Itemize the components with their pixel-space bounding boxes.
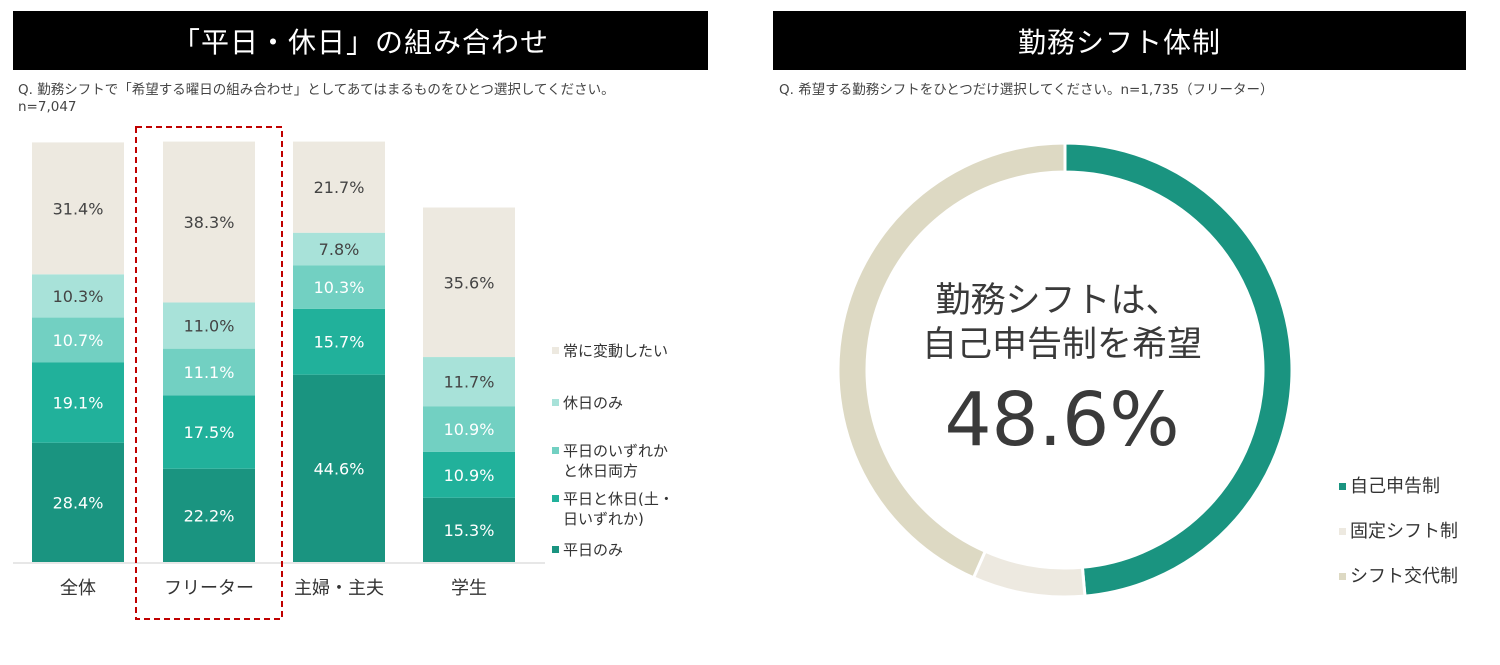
bar-data-label: 22.2% <box>184 506 235 525</box>
donut-center-line1: 勤務シフトは、 <box>935 281 1180 321</box>
stacked-bar-chart: 28.4% 19.1% 10.7% 10.3% 31.4% 全体 22.2% 17.5% 11.… <box>13 126 674 620</box>
bar-data-label: 17.5% <box>184 423 235 442</box>
bar-segment <box>32 274 124 318</box>
bar-segment <box>423 451 515 498</box>
bar-data-label: 11.1% <box>184 363 235 382</box>
category-tick-label: 学生 <box>451 578 487 599</box>
legend-swatch <box>1339 483 1346 490</box>
bar-data-label: 44.6% <box>314 459 365 478</box>
bar-data-label: 11.7% <box>444 373 495 392</box>
bar-data-label: 28.4% <box>53 493 104 512</box>
bar-data-label: 15.7% <box>314 333 365 352</box>
bar-segment <box>163 302 255 349</box>
legend-label: 日いずれか) <box>563 510 644 528</box>
legend-swatch <box>552 447 559 454</box>
bar-segment <box>293 141 385 233</box>
bar-data-label: 21.7% <box>314 178 365 197</box>
left-sample-size: n=7,047 <box>18 99 77 115</box>
bar-segment <box>32 442 124 562</box>
bar-segment <box>423 497 515 562</box>
bar-data-label: 10.9% <box>444 420 495 439</box>
legend-swatch <box>552 495 559 502</box>
bar-segment <box>293 374 385 562</box>
legend-label: 平日と休日(土・ <box>563 490 674 508</box>
right-chart-title: 勤務シフト体制 <box>773 11 1466 70</box>
legend-swatch <box>1339 573 1346 580</box>
right-question-text: Q. 希望する勤務シフトをひとつだけ選択してください。n=1,735（フリーター… <box>779 82 1274 98</box>
legend-label: と休日両方 <box>563 462 638 480</box>
bar-data-label: 10.3% <box>53 287 104 306</box>
bar-data-label: 7.8% <box>319 240 360 259</box>
bar-segment <box>32 317 124 363</box>
bar-segment <box>293 232 385 266</box>
bar-segment <box>163 395 255 469</box>
bar-segment <box>423 357 515 407</box>
donut-center-line2: 自己申告制を希望 <box>922 325 1202 365</box>
legend-swatch <box>552 399 559 406</box>
donut-slice <box>836 141 1067 580</box>
bar-segment <box>32 142 124 275</box>
bar-data-label: 10.7% <box>53 331 104 350</box>
bar-data-label: 31.4% <box>53 199 104 218</box>
legend-swatch <box>552 546 559 553</box>
legend-label: 平日のいずれか <box>563 442 668 460</box>
bar-segment <box>32 362 124 443</box>
bar-data-label: 19.1% <box>53 394 104 413</box>
bar-data-label: 11.0% <box>184 317 235 336</box>
bar-segment <box>163 141 255 303</box>
legend-swatch <box>552 347 559 354</box>
bar-data-label: 35.6% <box>444 273 495 292</box>
bar-segment <box>163 468 255 562</box>
highlight-box <box>135 126 283 620</box>
bar-data-label: 15.3% <box>444 521 495 540</box>
legend-label: 休日のみ <box>563 394 623 412</box>
category-tick-label: 主婦・主夫 <box>294 578 384 599</box>
bar-segment <box>163 348 255 396</box>
legend-label: 常に変動したい <box>563 342 668 360</box>
bar-data-label: 38.3% <box>184 213 235 232</box>
bar-segment <box>423 406 515 452</box>
bar-data-label: 10.9% <box>444 466 495 485</box>
left-chart-title: 「平日・休日」の組み合わせ <box>13 11 708 70</box>
legend-label: 固定シフト制 <box>1350 521 1458 542</box>
category-tick-label: 全体 <box>60 578 96 599</box>
legend-swatch <box>1339 528 1346 535</box>
donut-slice <box>971 549 1087 599</box>
donut-center-value: 48.6% <box>944 377 1179 463</box>
bar-segment <box>293 265 385 309</box>
bar-segment <box>293 308 385 375</box>
bar-segment <box>423 207 515 358</box>
bar-data-label: 10.3% <box>314 278 365 297</box>
donut-slice <box>1063 141 1294 598</box>
category-tick-label: フリーター <box>164 578 254 599</box>
legend-label: シフト交代制 <box>1350 566 1458 587</box>
legend-label: 平日のみ <box>563 541 623 559</box>
legend-label: 自己申告制 <box>1350 476 1440 497</box>
left-question-text: Q. 勤務シフトで「希望する曜日の組み合わせ」としてあてはまるものをひとつ選択し… <box>18 82 615 98</box>
